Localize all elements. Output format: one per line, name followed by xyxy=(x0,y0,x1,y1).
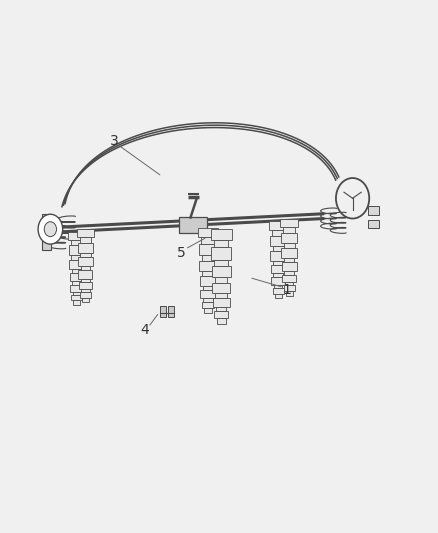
Bar xyxy=(71,240,82,245)
Bar xyxy=(283,285,295,291)
Bar xyxy=(269,221,287,230)
Circle shape xyxy=(44,222,57,237)
Bar xyxy=(72,269,81,273)
Bar xyxy=(81,289,89,292)
Bar xyxy=(212,265,231,277)
Bar xyxy=(198,228,218,237)
Bar xyxy=(202,255,214,261)
Bar xyxy=(280,219,298,227)
Bar xyxy=(216,306,226,311)
Bar xyxy=(270,236,286,246)
Bar xyxy=(78,270,92,279)
Text: 1: 1 xyxy=(283,284,291,297)
Bar xyxy=(71,295,82,300)
Bar xyxy=(68,232,85,240)
Bar xyxy=(199,244,217,255)
Bar xyxy=(281,233,297,244)
Text: 5: 5 xyxy=(177,246,186,260)
Bar xyxy=(270,251,286,261)
Bar xyxy=(215,311,228,318)
Bar xyxy=(199,261,217,271)
Bar xyxy=(368,206,379,215)
Bar xyxy=(78,257,93,266)
Bar xyxy=(202,271,214,276)
Bar xyxy=(70,285,83,292)
Bar xyxy=(71,255,82,260)
Bar xyxy=(200,276,216,286)
Bar xyxy=(203,286,213,290)
Bar xyxy=(202,302,214,308)
Bar xyxy=(273,273,283,277)
Bar xyxy=(272,246,284,251)
Bar xyxy=(77,229,94,237)
Bar xyxy=(80,253,91,257)
Bar xyxy=(160,306,166,317)
Bar xyxy=(285,282,293,285)
Bar xyxy=(286,291,293,296)
Bar xyxy=(42,214,51,227)
Bar xyxy=(72,281,81,285)
Bar xyxy=(73,292,81,295)
Bar xyxy=(204,308,212,313)
Bar xyxy=(271,265,286,273)
Text: 4: 4 xyxy=(140,324,149,337)
Bar xyxy=(211,247,231,260)
Bar xyxy=(284,271,294,274)
Bar xyxy=(42,237,51,250)
Bar xyxy=(81,279,90,282)
Bar xyxy=(215,293,227,298)
Bar xyxy=(211,229,232,240)
Bar xyxy=(201,237,215,244)
Bar xyxy=(273,261,283,265)
Bar xyxy=(69,245,85,255)
Text: 3: 3 xyxy=(110,134,118,148)
Bar xyxy=(80,237,91,243)
Bar xyxy=(217,318,226,324)
Bar xyxy=(283,244,295,248)
Bar xyxy=(283,227,295,233)
Bar xyxy=(79,282,92,289)
Bar xyxy=(212,282,230,293)
Bar xyxy=(70,273,84,281)
Bar xyxy=(215,277,227,282)
Bar xyxy=(80,292,91,297)
Bar xyxy=(272,288,284,294)
Bar xyxy=(200,290,216,298)
Bar xyxy=(73,300,80,305)
Bar xyxy=(274,285,283,288)
Bar xyxy=(78,243,93,253)
Bar xyxy=(282,262,297,271)
Bar xyxy=(275,294,282,298)
Bar xyxy=(368,220,379,228)
Bar xyxy=(212,298,230,306)
Bar xyxy=(271,277,285,285)
Bar xyxy=(284,258,294,262)
Bar xyxy=(203,298,213,302)
Bar xyxy=(215,260,228,265)
Bar xyxy=(272,230,284,236)
Bar xyxy=(168,306,174,317)
Bar xyxy=(179,217,207,233)
Bar xyxy=(214,240,229,247)
Bar xyxy=(82,297,89,302)
Bar xyxy=(81,266,90,270)
Bar xyxy=(282,274,296,282)
Bar xyxy=(281,248,297,258)
Bar xyxy=(69,260,84,269)
Circle shape xyxy=(38,214,63,244)
